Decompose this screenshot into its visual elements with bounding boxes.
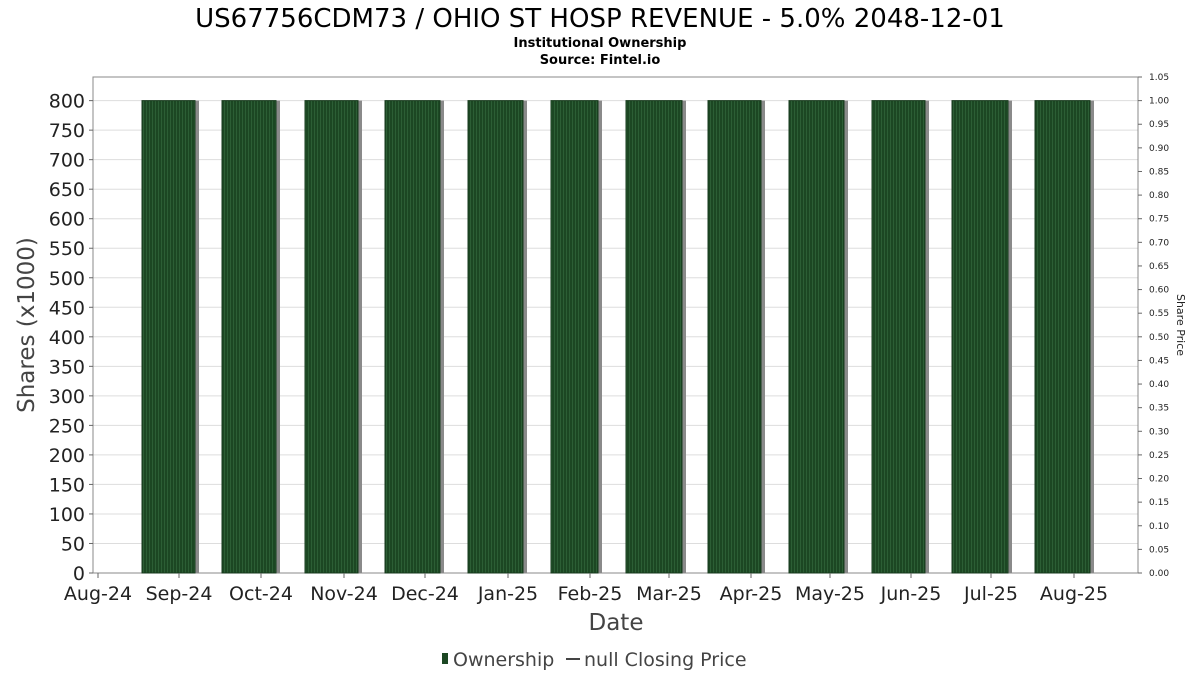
plot-frame xyxy=(92,76,1139,574)
y2-tick-label: 0.10 xyxy=(1149,522,1169,532)
bar-shadow xyxy=(1008,100,1012,573)
bar-shadow xyxy=(761,100,765,573)
bar xyxy=(221,100,277,574)
y2-tick-label: 0.35 xyxy=(1149,404,1169,414)
y-tick-label: 500 xyxy=(49,268,85,290)
y-tick-label: 650 xyxy=(49,179,85,201)
x-tick-label: Dec-24 xyxy=(391,583,459,605)
y2-tick-label: 0.15 xyxy=(1149,498,1169,508)
x-tick-label: Jun-25 xyxy=(880,583,942,605)
y-tick-label: 400 xyxy=(49,327,85,349)
legend: Ownership null Closing Price xyxy=(442,649,747,671)
x-tick-label: Jan-25 xyxy=(477,583,538,605)
y-tick-label: 450 xyxy=(49,297,85,319)
bar-shadow xyxy=(925,100,929,573)
y-tick-label: 750 xyxy=(49,120,85,142)
x-tick-label: Apr-25 xyxy=(720,583,783,605)
bar-shadow xyxy=(358,100,362,573)
y2-tick-label: 0.25 xyxy=(1149,451,1169,461)
y-axis-ticks: 0 50 100 150 200 250 300 350 400 450 500 550 600 650 7… xyxy=(49,91,93,585)
x-tick-label: Sep-24 xyxy=(146,583,213,605)
y-axis-label: Shares (x1000) xyxy=(14,237,40,413)
y2-tick-label: 1.05 xyxy=(1149,73,1169,83)
y-tick-label: 600 xyxy=(49,209,85,231)
bar-shadow xyxy=(1090,100,1094,573)
x-tick-label: Aug-25 xyxy=(1040,583,1108,605)
x-tick-label: Mar-25 xyxy=(636,583,702,605)
x-tick-label: Feb-25 xyxy=(558,583,623,605)
x-axis-ticks: Aug-24 Sep-24 Oct-24 Nov-24 Dec-24 Jan-25 Feb-… xyxy=(64,573,1108,605)
y2-tick-label: 1.00 xyxy=(1149,97,1169,107)
y2-tick-label: 0.75 xyxy=(1149,215,1169,225)
y-tick-label: 350 xyxy=(49,356,85,378)
bar xyxy=(141,100,196,574)
bar-shadow xyxy=(276,100,280,573)
y2-axis-ticks: 0.00 0.05 0.10 0.15 0.20 0.25 0.30 0.35 0.40 0.45… xyxy=(1138,73,1169,579)
chart-title: US67756CDM73 / OHIO ST HOSP REVENUE - 5.… xyxy=(195,4,1005,34)
bar xyxy=(304,100,359,574)
x-tick-label: Aug-24 xyxy=(64,583,132,605)
legend-ownership-swatch xyxy=(442,653,448,664)
bar-shadow xyxy=(195,100,199,573)
y-tick-label: 700 xyxy=(49,150,85,172)
bar xyxy=(788,100,845,574)
chart-subtitle-2: Source: Fintel.io xyxy=(540,53,661,68)
bar xyxy=(625,100,683,574)
y-tick-label: 300 xyxy=(49,386,85,408)
x-tick-label: May-25 xyxy=(795,583,865,605)
x-tick-label: Jul-25 xyxy=(963,583,1018,605)
y2-tick-label: 0.60 xyxy=(1149,286,1169,296)
y2-tick-label: 0.50 xyxy=(1149,333,1169,343)
y-tick-label: 550 xyxy=(49,238,85,260)
legend-ownership-label: Ownership xyxy=(453,649,554,671)
y2-tick-label: 0.00 xyxy=(1149,569,1169,579)
y2-tick-label: 0.80 xyxy=(1149,191,1169,201)
y-tick-label: 150 xyxy=(49,474,85,496)
y2-tick-label: 0.55 xyxy=(1149,309,1169,319)
y2-tick-label: 0.95 xyxy=(1149,120,1169,130)
y2-tick-label: 0.90 xyxy=(1149,144,1169,154)
y2-tick-label: 0.85 xyxy=(1149,167,1169,177)
y2-tick-label: 0.70 xyxy=(1149,238,1169,248)
x-axis-label: Date xyxy=(589,610,644,636)
y-tick-label: 0 xyxy=(73,563,85,585)
y2-tick-label: 0.20 xyxy=(1149,475,1169,485)
bar xyxy=(707,100,762,574)
bar xyxy=(951,100,1009,574)
y2-tick-label: 0.05 xyxy=(1149,545,1169,555)
x-tick-label: Nov-24 xyxy=(310,583,378,605)
bar-shadow xyxy=(598,100,602,573)
y2-tick-label: 0.30 xyxy=(1149,427,1169,437)
bar-shadow xyxy=(844,100,848,573)
bar-shadow xyxy=(523,100,527,573)
y-tick-label: 800 xyxy=(49,91,85,113)
y2-tick-label: 0.65 xyxy=(1149,262,1169,272)
legend-price-label: null Closing Price xyxy=(584,649,747,671)
y2-tick-label: 0.40 xyxy=(1149,380,1169,390)
y-tick-label: 100 xyxy=(49,504,85,526)
x-tick-label: Oct-24 xyxy=(229,583,293,605)
bar xyxy=(871,100,926,574)
y2-tick-label: 0.45 xyxy=(1149,356,1169,366)
bar-shadow xyxy=(440,100,444,573)
bar xyxy=(1034,100,1091,574)
bars xyxy=(141,100,1094,574)
y-tick-label: 250 xyxy=(49,415,85,437)
bar xyxy=(384,100,441,574)
y-tick-label: 200 xyxy=(49,445,85,467)
bar xyxy=(550,100,599,574)
chart-subtitle-1: Institutional Ownership xyxy=(514,36,687,51)
bar xyxy=(467,100,524,574)
y-tick-label: 50 xyxy=(61,533,85,555)
y2-axis-label: Share Price xyxy=(1174,294,1187,356)
bar-shadow xyxy=(682,100,686,573)
